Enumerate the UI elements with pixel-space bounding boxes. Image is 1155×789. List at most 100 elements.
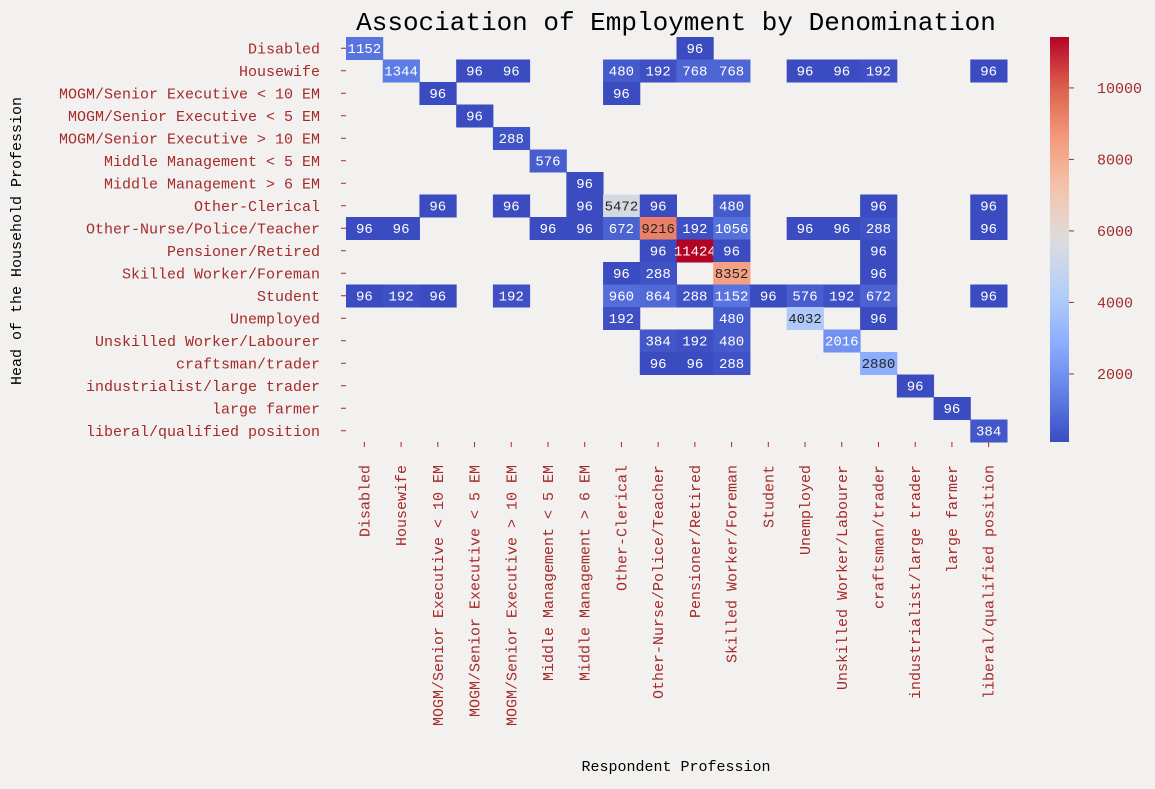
cell-value-label: 480 [719, 199, 744, 215]
heatmap-cell [896, 374, 935, 398]
heatmap-cell [823, 59, 861, 83]
x-tick-label: liberal/qualified position [982, 465, 999, 699]
x-tick-label: Skilled Worker/Foreman [725, 465, 742, 663]
heatmap-cell [529, 149, 567, 173]
heatmap-cell [492, 194, 531, 218]
cell-value-label: 96 [797, 64, 814, 80]
colorbar-tick-label: 6000 [1097, 224, 1133, 241]
y-tick-label: liberal/qualified position [86, 424, 320, 441]
y-tick-label: Other-Nurse/Police/Teacher [86, 221, 320, 238]
cell-value-label: 4032 [788, 312, 822, 328]
cell-value-label: 96 [429, 87, 446, 103]
heatmap-cell [419, 194, 457, 218]
cell-value-label: 96 [980, 289, 997, 305]
heatmap-cell [529, 217, 567, 240]
y-tick-label: Other-Clerical [194, 199, 320, 216]
cell-value-label: 9216 [641, 222, 675, 238]
heatmap-cell [676, 284, 714, 308]
cell-value-label: 96 [870, 267, 887, 283]
heatmap-cell [970, 217, 1008, 240]
heatmap-cell [346, 217, 384, 240]
heatmap-cell [970, 419, 1008, 443]
heatmap-cell [713, 284, 751, 308]
cell-value-label: 288 [719, 357, 744, 373]
colorbar-tick-label: 8000 [1097, 152, 1133, 169]
y-tick-label: Disabled [248, 41, 320, 58]
heatmap-cell [713, 262, 751, 285]
x-tick-label: large farmer [945, 465, 962, 573]
heatmap-cell [713, 59, 751, 83]
cell-value-label: 96 [870, 312, 887, 328]
heatmap-cell [492, 59, 531, 83]
x-tick-label: Disabled [357, 465, 374, 537]
cell-value-label: 96 [833, 222, 850, 238]
cell-value-label: 96 [833, 64, 850, 80]
x-tick-label: Unemployed [798, 465, 815, 555]
heatmap-cell [603, 194, 641, 218]
cell-value-label: 480 [609, 64, 634, 80]
x-tick-label: Other-Nurse/Police/Teacher [651, 465, 668, 699]
cell-value-label: 672 [609, 222, 634, 238]
cell-value-label: 1056 [715, 222, 749, 238]
cell-value-label: 96 [723, 244, 740, 260]
cell-value-label: 480 [719, 334, 744, 350]
x-tick-label: MOGM/Senior Executive > 10 EM [504, 465, 521, 726]
cell-value-label: 192 [829, 289, 854, 305]
heatmap-cell [639, 217, 677, 240]
cell-value-label: 384 [646, 334, 671, 350]
cell-value-label: 96 [907, 379, 924, 395]
x-tick-label: Unskilled Worker/Labourer [835, 465, 852, 690]
x-tick-label: Housewife [394, 465, 411, 546]
heatmap-cell [566, 217, 604, 240]
x-tick-label: craftsman/trader [871, 465, 888, 609]
y-tick-label: Housewife [239, 64, 320, 81]
cell-value-label: 96 [613, 87, 630, 103]
x-axis-label: Respondent Profession [581, 759, 770, 776]
heatmap-cell [713, 352, 751, 375]
heatmap-cell [639, 262, 677, 285]
cell-value-label: 672 [866, 289, 891, 305]
heatmap-cell [676, 239, 714, 263]
cell-value-label: 96 [613, 267, 630, 283]
cell-value-label: 96 [650, 357, 667, 373]
cell-value-label: 1344 [384, 64, 418, 80]
cell-value-label: 96 [576, 222, 593, 238]
heatmap-cell [492, 127, 531, 150]
heatmap-cell [676, 37, 714, 60]
x-axis-ticks: Disabled Housewife MOGM/Senior Executive <… [357, 442, 999, 726]
y-axis-ticks: Disabled Housewife MOGM/Senior Executive <… [59, 41, 346, 441]
y-tick-label: Unskilled Worker/Labourer [95, 334, 320, 351]
heatmap-cell [603, 262, 641, 285]
heatmap-cell [823, 217, 861, 240]
y-tick-label: craftsman/trader [176, 356, 320, 373]
heatmap-cell [639, 239, 677, 263]
heatmap-cell [860, 352, 898, 375]
heatmap-cell [382, 217, 420, 240]
cell-value-label: 96 [466, 64, 483, 80]
heatmap-cells: 1152 96 1344 96 96 480 192 768 768 96 96 192 96 96 96 9… [346, 37, 1008, 443]
colorbar-tick-label: 2000 [1097, 367, 1133, 384]
x-tick-label: Other-Clerical [614, 465, 631, 591]
cell-value-label: 288 [499, 132, 524, 148]
heatmap-cell [566, 172, 604, 195]
heatmap-cell [419, 284, 457, 308]
heatmap-cell [603, 217, 641, 240]
cell-value-label: 864 [646, 289, 671, 305]
cell-value-label: 384 [976, 424, 1001, 440]
y-tick-label: Student [257, 289, 320, 306]
cell-value-label: 96 [686, 42, 703, 58]
heatmap-cell [823, 329, 861, 353]
cell-value-label: 96 [576, 199, 593, 215]
y-tick-label: MOGM/Senior Executive < 5 EM [68, 109, 320, 126]
heatmap-cell [639, 329, 677, 353]
heatmap-cell [713, 307, 751, 330]
heatmap-cell [713, 329, 751, 353]
cell-value-label: 576 [792, 289, 817, 305]
heatmap-cell [860, 239, 898, 263]
heatmap-cell [603, 307, 641, 330]
heatmap-cell [676, 59, 714, 83]
cell-value-label: 96 [797, 222, 814, 238]
y-tick-label: Skilled Worker/Foreman [122, 266, 320, 283]
x-tick-label: Middle Management > 6 EM [578, 465, 595, 681]
